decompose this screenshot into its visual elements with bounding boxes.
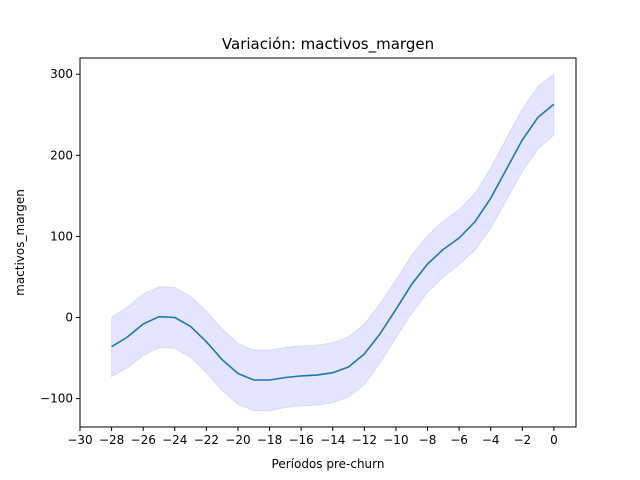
x-tick-label: −30 <box>67 433 92 447</box>
chart-title: Variación: mactivos_margen <box>222 35 434 54</box>
y-axis: −100 0 100 200 300 <box>40 67 80 406</box>
x-tick-label: −20 <box>225 433 250 447</box>
y-tick-label: 200 <box>50 148 73 162</box>
x-axis: −30 −28 −26 −24 −22 −20 −18 −16 −14 −12 −10 −8 −6 −4−… <box>67 427 558 447</box>
x-tick-label: −10 <box>383 433 408 447</box>
y-axis-label: mactivos_margen <box>13 189 27 296</box>
x-tick-label: −14 <box>320 433 345 447</box>
x-axis-label: Períodos pre-churn <box>272 457 385 471</box>
y-tick-label: −100 <box>40 392 73 406</box>
plot-area <box>111 73 555 412</box>
x-tick-label: −8 <box>419 433 437 447</box>
x-tick-label: −18 <box>257 433 282 447</box>
y-tick-label: 100 <box>50 229 73 243</box>
y-tick-label: 300 <box>50 67 73 81</box>
x-tick-label: −28 <box>99 433 124 447</box>
y-tick-label: 0 <box>65 311 73 325</box>
x-tick-label: −24 <box>162 433 187 447</box>
series-line <box>111 103 555 381</box>
x-tick-label: −6 <box>450 433 468 447</box>
confidence-band <box>111 73 555 412</box>
x-tick-label: −2 <box>513 433 531 447</box>
axes-frame <box>79 57 577 428</box>
x-tick-label: −4 <box>482 433 500 447</box>
x-tick-label: 0 <box>550 433 558 447</box>
x-tick-label: −12 <box>352 433 377 447</box>
x-tick-label: −16 <box>288 433 313 447</box>
x-tick-label: −26 <box>131 433 156 447</box>
x-tick-label: −22 <box>194 433 219 447</box>
